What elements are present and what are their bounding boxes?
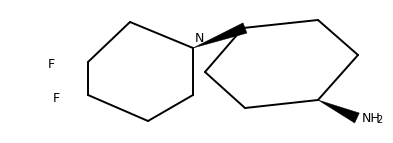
Text: 2: 2 (376, 115, 382, 125)
Text: N: N (195, 32, 204, 45)
Polygon shape (318, 100, 359, 123)
Text: NH: NH (362, 112, 381, 125)
Text: F: F (48, 58, 55, 72)
Polygon shape (193, 23, 247, 48)
Text: F: F (53, 92, 60, 105)
